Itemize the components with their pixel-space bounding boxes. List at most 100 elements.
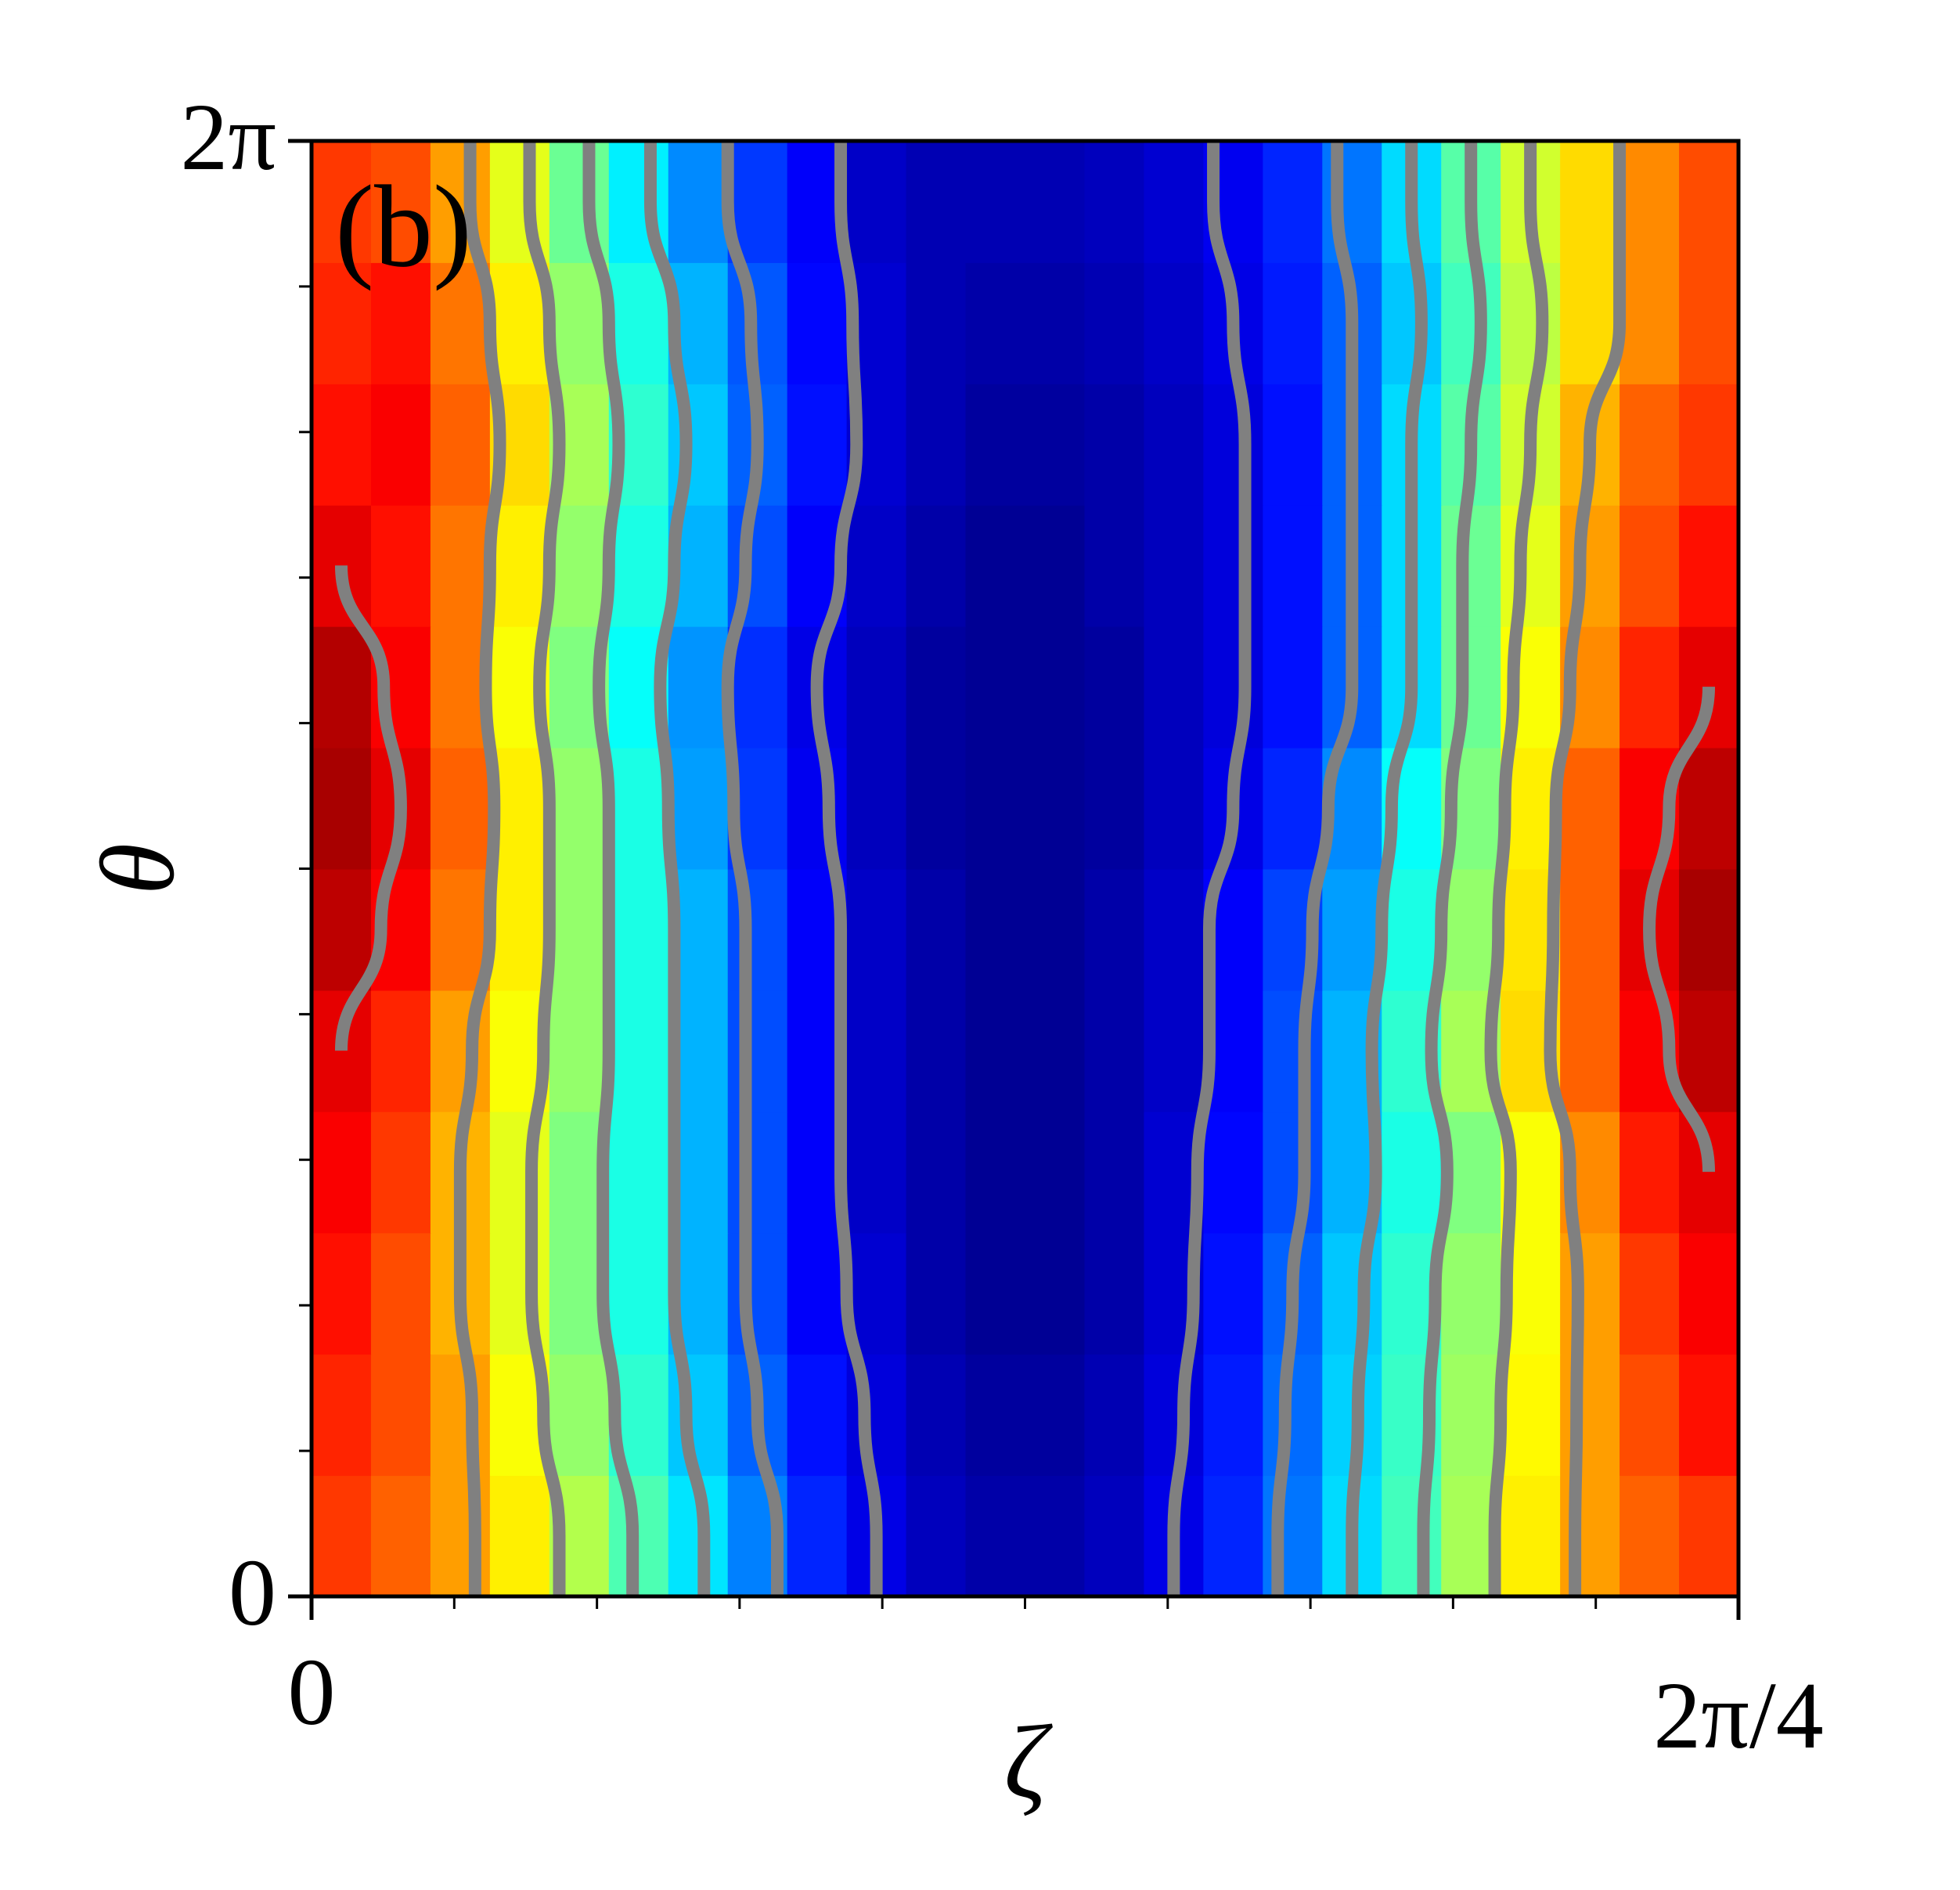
contours — [334, 141, 1716, 1596]
heatmap-cell — [1382, 1475, 1443, 1596]
y-tick-label: 2π — [180, 85, 276, 190]
heatmap-cell — [906, 990, 967, 1113]
heatmap-cell — [1203, 1475, 1264, 1596]
heatmap-cell — [1084, 990, 1145, 1113]
heatmap-cell — [1084, 1475, 1145, 1596]
heatmap-cell — [1679, 1354, 1738, 1477]
heatmap-cell — [1263, 261, 1324, 384]
heatmap-cell — [787, 261, 848, 384]
contour-line — [1643, 686, 1716, 1172]
heatmap-cell — [1322, 868, 1383, 991]
heatmap-cell — [846, 626, 907, 748]
heatmap-cell — [965, 383, 1026, 506]
heatmap-cell — [906, 1232, 967, 1355]
heatmap-cell — [370, 261, 431, 384]
heatmap-cell — [1203, 383, 1264, 506]
contour-line — [523, 141, 566, 1596]
heatmap-cell — [608, 990, 669, 1113]
heatmap-cell — [370, 1475, 431, 1596]
heatmap-cell — [1084, 141, 1145, 263]
heatmap-cell — [727, 626, 788, 748]
heatmap-cell — [1084, 383, 1145, 506]
heatmap-cell — [1203, 626, 1264, 748]
heatmap-cell — [965, 1232, 1026, 1355]
heatmap-cell — [489, 1111, 550, 1234]
heatmap-cell — [312, 747, 372, 870]
heatmap-cell — [1620, 261, 1681, 384]
heatmap-cell — [1560, 747, 1621, 870]
heatmap-cell — [1679, 1475, 1738, 1596]
contour-line — [643, 141, 711, 1596]
heatmap-cell — [312, 990, 372, 1113]
heatmap-cell — [1084, 261, 1145, 384]
heatmap-cell — [1620, 1232, 1681, 1355]
heatmap-cell — [1025, 261, 1086, 384]
heatmap-cell — [846, 504, 907, 627]
heatmap-cell — [965, 1354, 1026, 1477]
heatmap-cell — [787, 383, 848, 506]
heatmap-cell — [430, 504, 491, 627]
heatmap-cell — [846, 141, 907, 263]
heatmap-cell — [846, 1111, 907, 1234]
heatmap-cell — [1263, 1111, 1324, 1234]
contour-line — [453, 141, 506, 1596]
heatmap-cell — [846, 868, 907, 991]
heatmap-cell — [906, 504, 967, 627]
heatmap-cell — [787, 747, 848, 870]
heatmap-cell — [906, 747, 967, 870]
heatmap-cell — [608, 1232, 669, 1355]
contour-line — [810, 141, 883, 1596]
heatmap-cell — [1441, 504, 1502, 627]
heatmap-cell — [608, 1475, 669, 1596]
heatmap-cell — [906, 141, 967, 263]
heatmap-cell — [1679, 1232, 1738, 1355]
heatmap-cell — [370, 1232, 431, 1355]
heatmap-cell — [846, 990, 907, 1113]
heatmap-cell — [430, 1475, 491, 1596]
heatmap-cell — [1620, 1354, 1681, 1477]
heatmap-cell — [1025, 990, 1086, 1113]
heatmap-cell — [1441, 261, 1502, 384]
heatmap-cell — [1084, 626, 1145, 748]
heatmap-cell — [370, 383, 431, 506]
heatmap-cell — [1025, 383, 1086, 506]
heatmap-cell — [1501, 1354, 1562, 1477]
heatmap-cell — [1620, 504, 1681, 627]
heatmap-cell — [965, 747, 1026, 870]
contour-line — [1544, 141, 1627, 1596]
heatmap-cell — [312, 383, 372, 506]
heatmap-cell — [965, 1111, 1026, 1234]
heatmap-cell — [1441, 626, 1502, 748]
heatmap-cell — [1203, 1111, 1264, 1234]
heatmap-cell — [1560, 1232, 1621, 1355]
heatmap-cell — [608, 1111, 669, 1234]
contour-line — [1346, 141, 1428, 1596]
contour-line — [334, 565, 407, 1051]
heatmap-cell — [1679, 868, 1738, 991]
heatmap-cell — [312, 261, 372, 384]
heatmap-cell — [727, 990, 788, 1113]
heatmap-cell — [489, 504, 550, 627]
heatmap-cell — [1441, 1354, 1502, 1477]
heatmap-cell — [906, 868, 967, 991]
heatmap-cell — [1084, 1111, 1145, 1234]
heatmap-cell — [489, 1232, 550, 1355]
heatmap-cell — [1679, 1111, 1738, 1234]
heatmap-cell — [1025, 747, 1086, 870]
contour-line — [582, 141, 640, 1596]
heatmap-cell — [1560, 868, 1621, 991]
heatmap-cell — [1679, 141, 1738, 263]
heatmap-cell — [608, 868, 669, 991]
heatmap-cell — [1382, 868, 1443, 991]
heatmap-cell — [312, 626, 372, 748]
heatmap-cell — [370, 504, 431, 627]
heatmap-cell — [727, 1232, 788, 1355]
heatmap-cell — [1084, 1232, 1145, 1355]
heatmap-cell — [1679, 990, 1738, 1113]
heatmap-cell — [1263, 141, 1324, 263]
contour-line — [721, 141, 784, 1596]
heatmap-cell — [1560, 990, 1621, 1113]
heatmap-cell — [312, 1111, 372, 1234]
heatmap-cell — [1025, 1354, 1086, 1477]
